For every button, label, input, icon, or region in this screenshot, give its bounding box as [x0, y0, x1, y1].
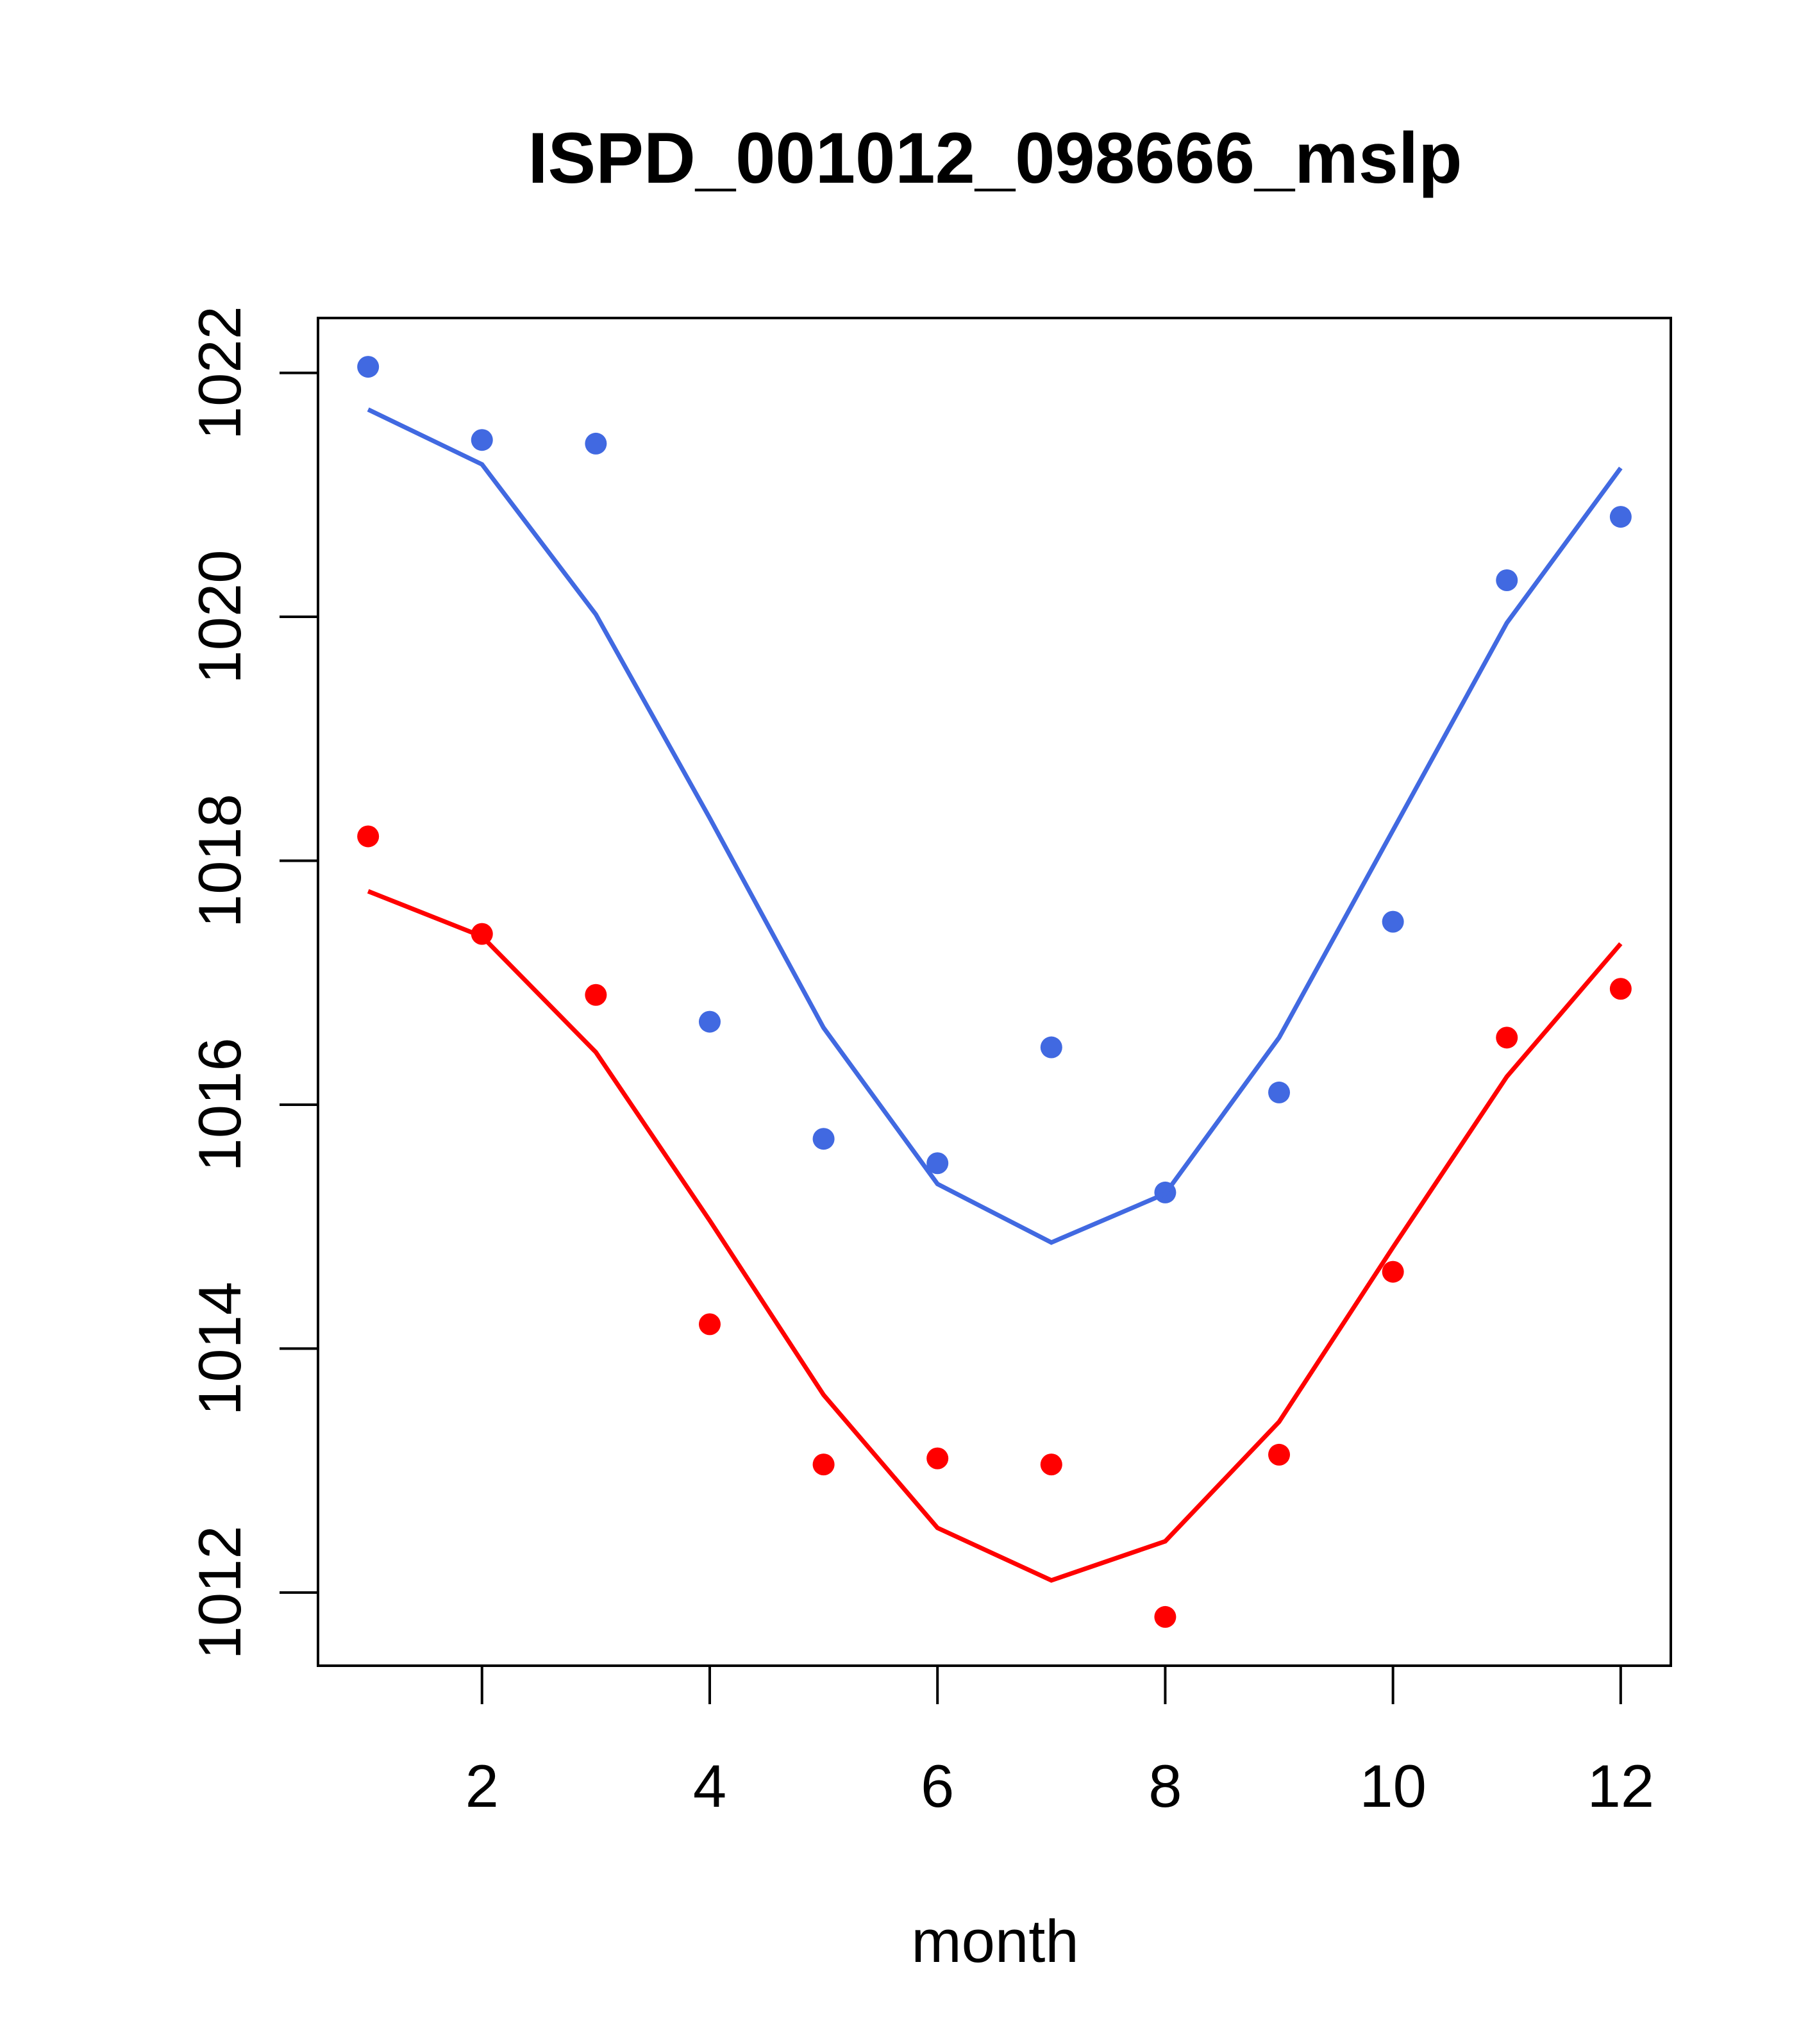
- upper-points-point: [1382, 910, 1404, 933]
- lower-points-point: [1268, 1443, 1291, 1466]
- upper-points-point: [1496, 569, 1518, 591]
- lower-points-point: [1609, 978, 1632, 1000]
- plot-frame: [317, 317, 1672, 1667]
- x-tick-label: 12: [1587, 1752, 1655, 1820]
- x-axis-label: month: [911, 1907, 1078, 1975]
- lower-points-point: [585, 984, 607, 1006]
- upper-points-point: [1040, 1036, 1062, 1059]
- x-tick-label: 8: [1148, 1752, 1182, 1820]
- upper-points-point: [585, 432, 607, 455]
- x-axis: 2 4 6 8 10 12: [465, 1664, 1655, 1820]
- y-tick-label: 1020: [186, 549, 253, 683]
- lower-fit-line: [367, 889, 1623, 1583]
- lower-points-point: [357, 825, 380, 848]
- upper-points-point: [926, 1152, 949, 1175]
- upper-fit-line: [367, 407, 1623, 1245]
- upper-points-point: [471, 429, 493, 451]
- y-tick-label: 1012: [186, 1525, 253, 1659]
- y-axis: 1012 1014 1016 1018 1020 1022: [186, 306, 319, 1659]
- y-tick-label: 1014: [186, 1282, 253, 1416]
- lower-points-point: [1040, 1453, 1062, 1476]
- upper-points-point: [812, 1128, 835, 1150]
- series-layer: [357, 356, 1632, 1628]
- lower-points-point: [926, 1447, 949, 1470]
- y-tick-label: 1018: [186, 794, 253, 928]
- upper-points-point: [357, 356, 380, 378]
- x-tick-label: 2: [465, 1752, 499, 1820]
- upper-points-point: [1268, 1081, 1291, 1103]
- lower-points-point: [1154, 1605, 1176, 1628]
- upper-points-point: [1609, 506, 1632, 528]
- x-tick-label: 4: [693, 1752, 726, 1820]
- lower-points-point: [1382, 1261, 1404, 1283]
- upper-points-point: [698, 1010, 721, 1033]
- chart-title: ISPD_001012_098666_mslp: [528, 118, 1462, 198]
- x-tick-label: 10: [1359, 1752, 1427, 1820]
- lower-points-point: [1496, 1026, 1518, 1049]
- x-tick-label: 6: [921, 1752, 954, 1820]
- lower-points-point: [698, 1313, 721, 1336]
- lower-points-point: [812, 1453, 835, 1476]
- y-tick-label: 1022: [186, 306, 253, 440]
- y-tick-label: 1016: [186, 1037, 253, 1171]
